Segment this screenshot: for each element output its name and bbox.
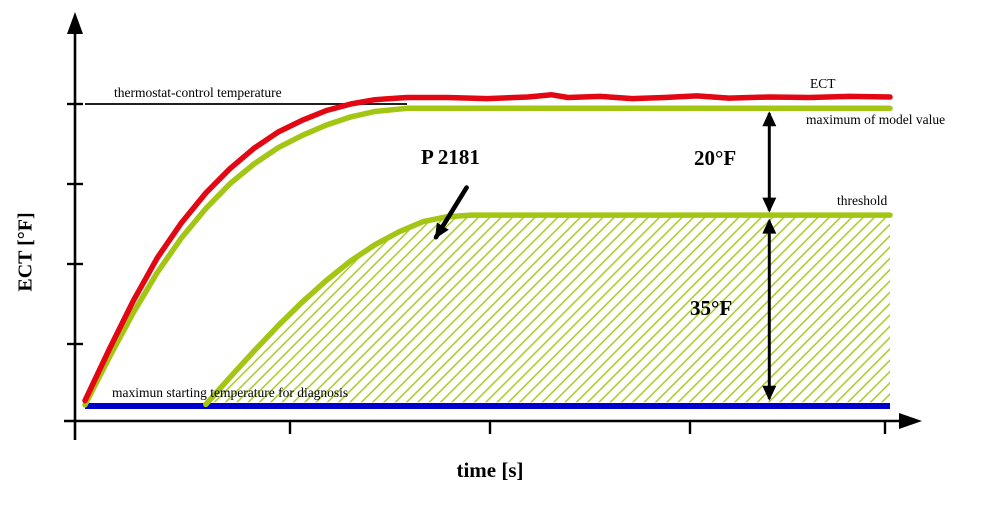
x-axis-arrow xyxy=(899,413,922,429)
thermostat-line-label: thermostat-control temperature xyxy=(114,85,282,100)
y-axis-label: ECT [°F] xyxy=(14,212,37,292)
threshold-hatch-area xyxy=(205,215,891,405)
fault-code-label: P 2181 xyxy=(421,145,480,169)
y-axis-arrow xyxy=(67,12,83,34)
x-axis-label: time [s] xyxy=(456,458,524,482)
y-ticks xyxy=(67,102,83,346)
threshold-label: threshold xyxy=(837,193,888,208)
delta-upper-label: 20°F xyxy=(694,146,737,170)
delta-lower-label: 35°F xyxy=(690,296,733,320)
p2181-arrow xyxy=(433,185,469,240)
x-ticks xyxy=(288,421,887,434)
model-max-curve xyxy=(82,105,893,408)
diagnosis-start-label: maximun starting temperature for diagnos… xyxy=(112,385,349,400)
ect-curve-label: ECT xyxy=(810,76,836,91)
model-max-label: maximum of model value xyxy=(806,112,946,127)
ect-curve xyxy=(82,92,893,404)
